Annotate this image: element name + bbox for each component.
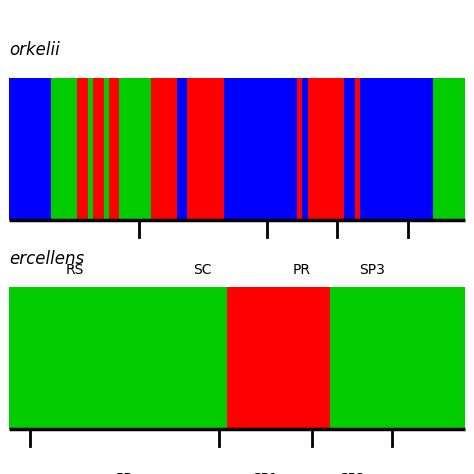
Bar bbox=[330, 287, 402, 429]
Bar bbox=[308, 78, 344, 220]
Bar bbox=[227, 287, 330, 429]
Bar bbox=[9, 78, 51, 220]
Text: PR: PR bbox=[293, 263, 311, 277]
Bar bbox=[177, 78, 187, 220]
Bar bbox=[30, 287, 227, 429]
Bar bbox=[355, 78, 360, 220]
Bar bbox=[433, 78, 459, 220]
Bar bbox=[402, 287, 465, 429]
Text: ercellens: ercellens bbox=[9, 250, 84, 268]
Text: PR: PR bbox=[115, 472, 133, 474]
Bar bbox=[187, 78, 224, 220]
Bar bbox=[88, 78, 93, 220]
Text: SP3: SP3 bbox=[359, 263, 385, 277]
Bar bbox=[344, 78, 355, 220]
Bar bbox=[297, 78, 302, 220]
Bar bbox=[9, 287, 30, 429]
Bar bbox=[104, 78, 109, 220]
Text: SP1: SP1 bbox=[253, 472, 278, 474]
Bar bbox=[224, 78, 297, 220]
Bar bbox=[360, 78, 433, 220]
Bar bbox=[151, 78, 177, 220]
Text: orkelii: orkelii bbox=[9, 41, 60, 59]
Bar bbox=[93, 78, 104, 220]
Bar bbox=[459, 78, 465, 220]
Text: RS: RS bbox=[65, 263, 83, 277]
Text: SP2: SP2 bbox=[339, 472, 365, 474]
Bar bbox=[119, 78, 151, 220]
Bar bbox=[302, 78, 308, 220]
Bar bbox=[77, 78, 88, 220]
Bar bbox=[109, 78, 119, 220]
Text: SC: SC bbox=[193, 263, 212, 277]
Bar bbox=[51, 78, 77, 220]
